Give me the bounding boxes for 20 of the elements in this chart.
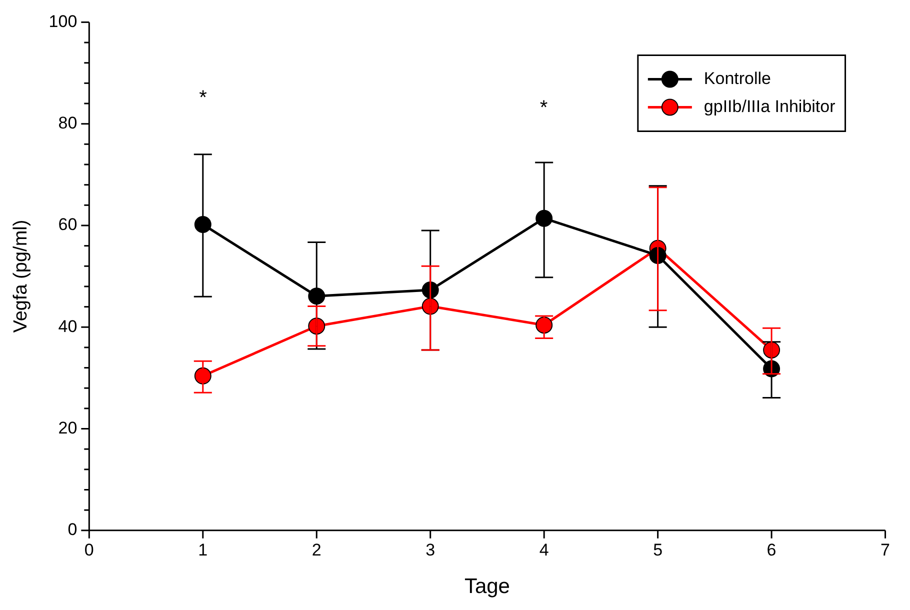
y-axis-title: Vegfa (pg/ml) <box>10 220 32 333</box>
annotation: * <box>540 97 548 120</box>
y-tick-label: 100 <box>48 12 78 31</box>
x-tick-label: 5 <box>653 540 663 560</box>
y-tick-label: 60 <box>58 215 78 234</box>
y-tick-label: 40 <box>58 316 78 336</box>
x-tick-label: 3 <box>426 540 436 560</box>
x-tick-label: 7 <box>880 540 890 560</box>
x-tick-label: 2 <box>312 540 322 560</box>
x-tick-label: 6 <box>766 540 776 560</box>
x-tick-label: 0 <box>84 540 94 560</box>
legend-label: Kontrolle <box>704 68 772 88</box>
x-axis-title: Tage <box>464 575 510 598</box>
annotation: * <box>199 86 208 109</box>
x-tick-label: 1 <box>198 540 208 560</box>
y-tick-label: 0 <box>68 520 78 540</box>
y-tick-label: 20 <box>58 418 78 438</box>
y-tick-label: 80 <box>58 114 78 133</box>
x-tick-label: 4 <box>539 540 549 560</box>
legend-label: gpIIb/IIIa Inhibitor <box>704 96 836 116</box>
